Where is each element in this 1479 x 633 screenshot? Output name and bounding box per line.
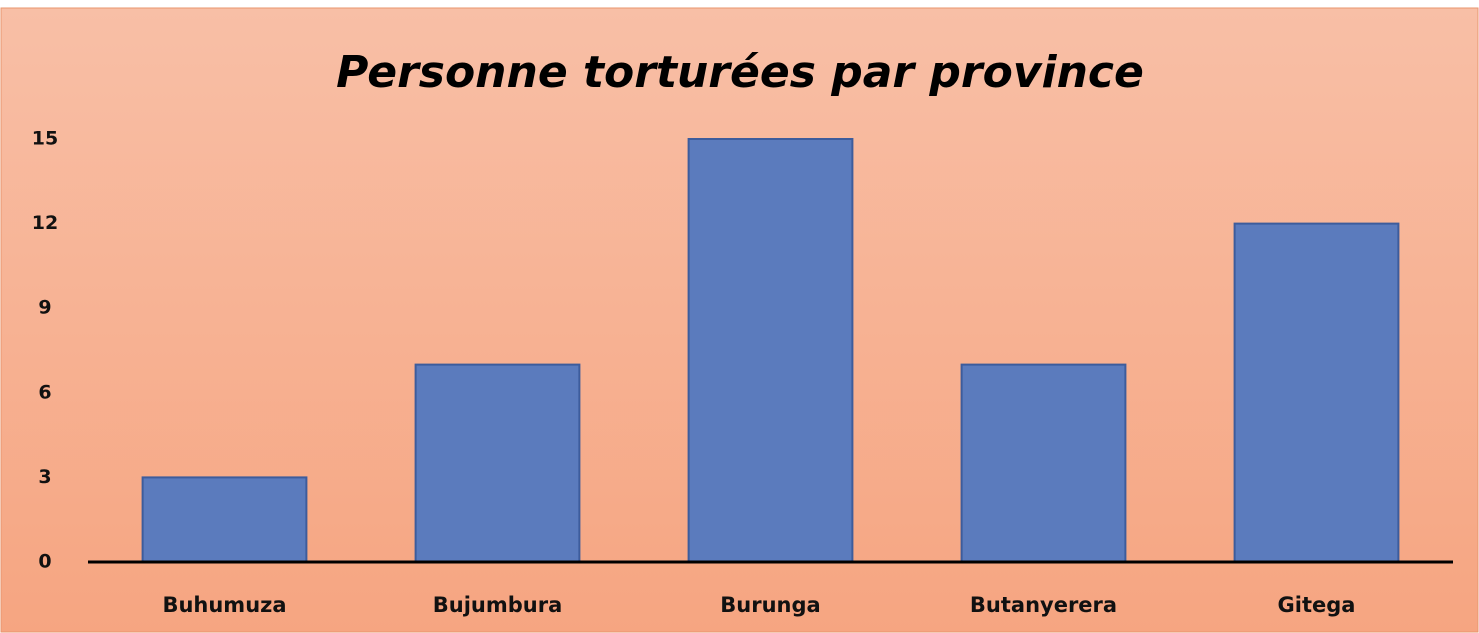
y-tick-label: 0 [38, 551, 51, 573]
x-tick-label: Burunga [720, 593, 820, 617]
y-tick-label: 15 [32, 128, 58, 150]
bar [141, 476, 308, 563]
bar [1233, 222, 1400, 563]
x-tick-label: Butanyerera [970, 593, 1117, 617]
bar [687, 138, 854, 563]
y-tick-label: 6 [38, 381, 51, 403]
y-tick-label: 3 [38, 466, 51, 488]
bar [960, 363, 1127, 563]
y-tick-label: 12 [32, 212, 58, 234]
x-tick-label: Bujumbura [433, 593, 563, 617]
x-tick-label: Gitega [1278, 593, 1356, 617]
bar [414, 363, 581, 563]
top-strip [0, 0, 1479, 8]
chart-title: Personne torturées par province [336, 47, 1144, 98]
y-tick-label: 9 [38, 297, 51, 319]
x-tick-label: Buhumuza [162, 593, 286, 617]
